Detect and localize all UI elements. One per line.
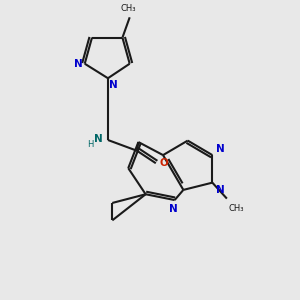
Text: N: N — [169, 203, 178, 214]
Text: N: N — [94, 134, 103, 144]
Text: N: N — [110, 80, 118, 90]
Text: N: N — [74, 59, 83, 69]
Text: CH₃: CH₃ — [228, 203, 244, 212]
Text: N: N — [216, 185, 225, 195]
Text: H: H — [87, 140, 94, 149]
Text: CH₃: CH₃ — [121, 4, 136, 13]
Text: O: O — [159, 158, 168, 168]
Text: N: N — [216, 144, 225, 154]
